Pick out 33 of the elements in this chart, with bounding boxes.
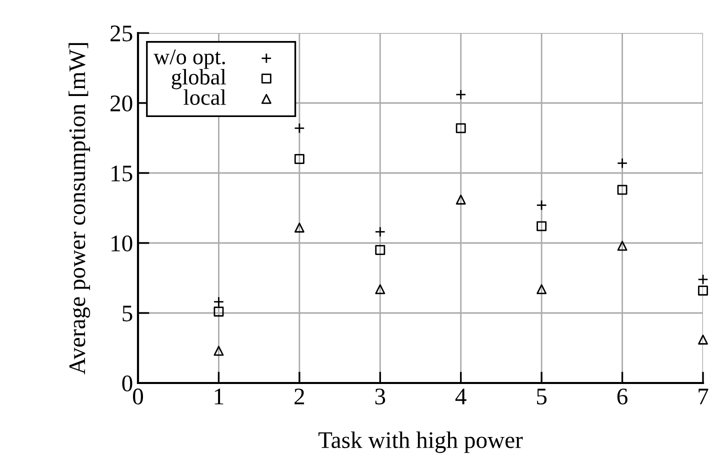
x-tick-label: 6 (617, 388, 628, 404)
x-axis-title: Task with high power (318, 431, 523, 453)
point (617, 184, 628, 195)
y-tick-label: 5 (122, 306, 132, 322)
x-tick-label: 3 (375, 388, 386, 404)
legend-label: global (172, 68, 226, 90)
y-tick-label: 15 (112, 166, 132, 182)
point (536, 284, 547, 294)
y-tick-label: 0 (122, 375, 132, 392)
point (294, 154, 304, 164)
point (214, 346, 224, 356)
x-tick-label: 1 (214, 388, 224, 404)
y-tick-label: 20 (110, 95, 132, 112)
point (617, 240, 628, 251)
point (536, 221, 547, 232)
point (456, 194, 466, 205)
x-tick-label: 2 (294, 388, 304, 404)
y-axis-title: Average power consumption [mW] (68, 43, 90, 374)
legend-label: local (184, 89, 226, 105)
y-tick-label: 10 (112, 235, 132, 252)
x-tick-label: 0 (132, 388, 144, 404)
legend-label: w/o opt. (154, 49, 225, 69)
point (456, 123, 466, 134)
y-tick-label: 25 (110, 26, 132, 42)
x-tick-label: 7 (698, 388, 708, 404)
point (698, 334, 708, 345)
x-tick-label: 5 (537, 388, 547, 404)
point (294, 222, 304, 233)
point (214, 306, 224, 317)
point (375, 245, 386, 255)
point (698, 286, 708, 296)
point (375, 284, 386, 294)
x-tick-label: 4 (455, 388, 466, 404)
